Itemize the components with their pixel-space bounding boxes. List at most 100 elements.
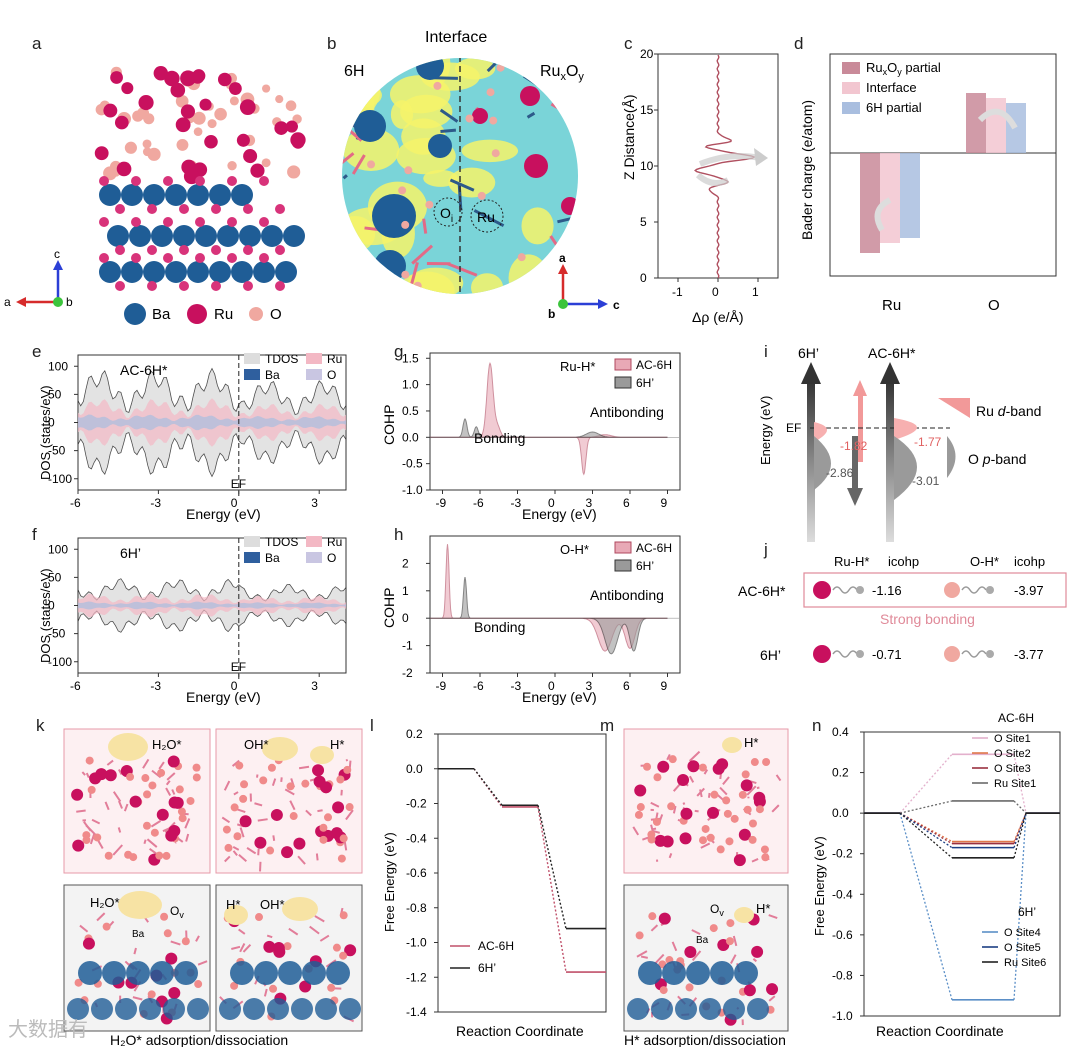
atom <box>712 762 725 775</box>
panel-letter-j: j <box>764 540 768 559</box>
i-o-band: O p-band <box>968 451 1026 467</box>
atom <box>730 814 739 823</box>
ru-atom <box>114 115 129 130</box>
panel-letter-k: k <box>36 716 45 735</box>
interface-title: Interface <box>425 29 487 46</box>
bond <box>351 154 366 175</box>
panel-a-structure: c a b Ba Ru O <box>4 66 306 325</box>
d-cat-ru: Ru <box>882 297 901 314</box>
charge-blob <box>521 207 554 245</box>
i-ylabel: Energy (eV) <box>758 396 773 465</box>
ru-atom <box>274 121 289 135</box>
atom <box>163 929 172 938</box>
ba-atom <box>163 998 185 1020</box>
o-atom <box>489 116 498 125</box>
o-atom <box>486 88 495 97</box>
o-atom <box>398 186 407 195</box>
c-ylabel: Z Distance(Å) <box>621 94 637 180</box>
ba-atom <box>723 998 745 1020</box>
panel-letter-b: b <box>327 34 337 53</box>
atom <box>93 833 102 842</box>
cohp-xtick: -9 <box>436 679 447 693</box>
o-atom <box>142 139 152 149</box>
panel-n-free-energy: 0.4 0.2 0.0 -0.2 -0.4 -0.6 -0.8 -1.0 AC-6H O Site… <box>812 711 1061 1039</box>
atom <box>171 796 184 809</box>
atom <box>706 833 715 842</box>
atom <box>725 937 734 946</box>
atom <box>709 924 718 933</box>
ru-atom <box>181 159 197 175</box>
panel-g-cohp: 1.5 1.0 0.5 0.0 -0.5 -1.0 -9 -6 -3 0 3 6 9 Ru-H* AC-6H… <box>381 351 681 522</box>
charge-profile-line <box>694 54 756 279</box>
i-val-o-6h: -2.86 <box>826 466 854 480</box>
d-legend-label: 6H partial <box>866 100 922 115</box>
cohp-xtick: 3 <box>586 496 593 510</box>
left-label-6h: 6H <box>344 63 364 80</box>
atom <box>129 853 138 862</box>
m-bot-label3: Ba <box>696 935 709 946</box>
cohp-xtick: 3 <box>586 679 593 693</box>
ba-atom <box>239 225 261 247</box>
bond <box>440 128 457 133</box>
cohp-xlabel: Energy (eV) <box>522 506 597 522</box>
cohp-xtick: 0 <box>548 496 555 510</box>
panel-f-dos: 100 50 0 -50 -100 -6 -3 0 3 EF 6H’ TDOS Ru Ba O DOS (st… <box>38 535 347 705</box>
cohp-xtick: -6 <box>473 496 484 510</box>
ba-atom <box>638 961 662 985</box>
ba-atom <box>651 998 673 1020</box>
atom <box>743 805 752 814</box>
ba-atom <box>99 184 121 206</box>
charge-blob <box>470 273 504 294</box>
ru-atom <box>163 217 173 227</box>
atom <box>722 796 731 805</box>
atom <box>344 944 357 957</box>
panel-letter-i: i <box>764 342 768 361</box>
n-legend-label: Ru Site1 <box>994 778 1036 790</box>
atom <box>733 854 746 867</box>
o-atom <box>275 95 284 104</box>
atom <box>263 940 276 953</box>
panel-letter-n: n <box>812 716 822 735</box>
axis-triad-b: a b c <box>548 251 620 321</box>
dos-ytick: 100 <box>48 359 68 373</box>
ba-atom <box>372 194 416 238</box>
energy-connector <box>1013 813 1027 1000</box>
o-atom <box>376 64 385 73</box>
atom <box>165 952 178 965</box>
ba-atom <box>710 961 734 985</box>
energy-connector <box>537 805 567 929</box>
dos-xtick: -3 <box>150 679 161 693</box>
dos-ytick: -50 <box>48 627 66 641</box>
d-legend-label: Interface <box>866 80 917 95</box>
ba-atom <box>283 225 305 247</box>
charge-blob <box>508 254 549 294</box>
dos-legend-swatch <box>306 552 322 563</box>
cohp-ytick: 0 <box>402 611 409 625</box>
o-atom <box>261 84 271 93</box>
cohp-ytick: 1 <box>402 584 409 598</box>
atom <box>148 781 157 790</box>
o-atom <box>346 277 355 286</box>
energy-connector <box>899 812 953 859</box>
ba-atom <box>209 184 231 206</box>
panel-letter-d: d <box>794 34 804 53</box>
n-ytick: 0.2 <box>832 766 849 780</box>
atom <box>267 763 276 772</box>
atom <box>725 837 734 846</box>
cohp-ytick: 1.0 <box>402 378 419 392</box>
dos-xtick: -6 <box>70 496 81 510</box>
atom <box>155 851 164 860</box>
bond <box>439 108 459 123</box>
j-row1-ru: -1.16 <box>872 583 902 598</box>
o-atom <box>350 102 359 111</box>
o-atom <box>517 253 526 262</box>
atom <box>753 791 766 804</box>
cohp-xtick: 0 <box>548 679 555 693</box>
atom <box>685 983 694 992</box>
axis-triad: c a b <box>4 247 73 309</box>
l-ytick: -1.0 <box>406 936 427 950</box>
o-atom <box>175 94 189 108</box>
c-xtick: 1 <box>752 285 759 299</box>
ru-atom <box>211 204 221 214</box>
charge-blob <box>454 58 496 80</box>
